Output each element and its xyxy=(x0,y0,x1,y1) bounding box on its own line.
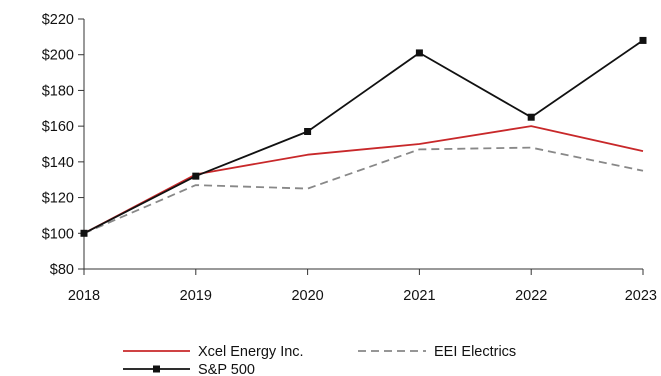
y-tick-label: $180 xyxy=(42,83,74,99)
series-line-0 xyxy=(83,125,644,235)
data-point-marker xyxy=(639,36,647,44)
x-tick-label: 2020 xyxy=(291,288,323,304)
x-tick-label: 2018 xyxy=(68,288,100,304)
data-point-marker xyxy=(304,128,312,135)
y-tick-label: $160 xyxy=(42,119,74,135)
legend-marker xyxy=(153,365,160,373)
x-tick-label: 2022 xyxy=(515,288,547,304)
data-point-marker xyxy=(527,113,535,121)
legend-label-2: S&P 500 xyxy=(198,362,255,376)
data-point-marker xyxy=(80,229,88,237)
y-tick-label: $200 xyxy=(42,48,74,64)
y-tick-label: $120 xyxy=(42,191,74,207)
legend-label-1: EEI Electrics xyxy=(434,344,516,360)
x-axis-ticks: 2018 2019 2020 2021 2022 2023 xyxy=(68,269,657,304)
y-tick-label: $140 xyxy=(42,155,74,171)
series-lines xyxy=(80,36,647,237)
y-axis-ticks: $80 $100 $120 $140 $160 $180 $200 $220 xyxy=(42,12,84,278)
series-line-2 xyxy=(83,39,644,235)
y-tick-label: $220 xyxy=(42,12,74,28)
y-tick-label: $100 xyxy=(42,226,74,242)
y-tick-label: $80 xyxy=(50,262,74,278)
data-point-marker xyxy=(415,49,423,57)
legend-label-0: Xcel Energy Inc. xyxy=(198,344,304,360)
x-tick-label: 2023 xyxy=(625,288,657,304)
axes xyxy=(83,19,643,270)
x-tick-label: 2019 xyxy=(180,288,212,304)
series-line-1 xyxy=(83,146,644,235)
data-point-marker xyxy=(192,172,200,180)
legend: Xcel Energy Inc. EEI Electrics S&P 500 xyxy=(123,344,516,376)
x-tick-label: 2021 xyxy=(403,288,435,304)
